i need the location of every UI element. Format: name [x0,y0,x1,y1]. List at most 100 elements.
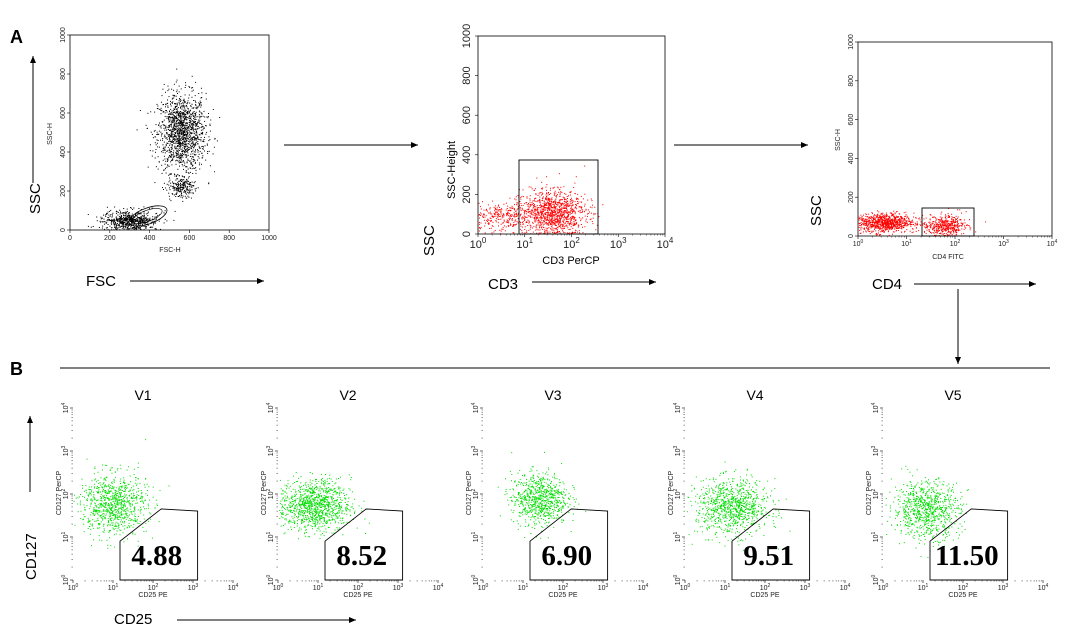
plot-fsc-ssc-point [202,155,204,157]
plot-cd3-point [551,221,553,223]
plot-cd3-point [516,204,518,206]
plot-cd4-point [880,221,882,223]
plot-fsc-ssc-point [147,224,149,226]
plot-fsc-ssc-point [171,88,173,90]
plot-cd4-point [865,224,866,226]
plot-cd3-point [573,218,575,220]
plot-fsc-ssc-point [181,138,183,140]
plot-fsc-ssc-point [178,139,180,141]
plot-cd4-point [940,225,941,227]
plot-cd4-point [859,233,861,234]
plot-cd3-y-tick-label: 800 [461,66,473,84]
plot-fsc-ssc-point [171,164,173,166]
plot-fsc-ssc-point [179,144,181,146]
plot-fsc-ssc-point [122,223,124,225]
plot-cd4-point [873,224,875,226]
plot-cd3-point [537,200,539,202]
plot-cd4-point [901,220,903,222]
plot-fsc-ssc-point [193,131,195,133]
plot-fsc-ssc-point [172,159,174,161]
plot-cd3-point [502,228,504,230]
plot-fsc-ssc-point [176,159,178,161]
plot-cd4-point [920,225,922,227]
plot-fsc-ssc-point [185,124,187,126]
plot-cd3-point [587,213,589,215]
plot-fsc-ssc-point [135,226,137,228]
plot-cd3-point [503,220,505,222]
plot-fsc-ssc-point [175,122,177,124]
plot-cd4-point [895,216,897,218]
plot-fsc-ssc-point [170,136,172,138]
plot-cd3-point [567,200,569,202]
plot-fsc-ssc-point [116,225,117,227]
plot-cd3-point [596,224,598,226]
plot-cd3-x-tick-label: 103 [610,236,627,251]
plot-fsc-ssc-point [161,133,163,135]
plot-fsc-ssc-point [186,125,188,127]
plot-cd4-point [915,223,917,225]
plot-fsc-ssc-point [182,187,184,189]
plot-cd3-point [571,200,573,202]
plot-cd3-point [560,222,562,224]
plot-cd3-point [544,204,546,206]
plot-cd3-point [543,210,545,212]
plot-fsc-ssc-point [128,215,130,217]
plot-fsc-ssc-point [188,193,190,195]
plot-cd3-point [478,227,480,228]
plot-fsc-ssc-point [168,138,170,139]
plot-cd4-point [952,220,954,222]
plot-fsc-ssc-point [183,119,185,121]
plot-cd4-point [946,221,948,223]
plot-fsc-ssc-point [182,106,184,108]
plot-cd4-point [902,223,904,225]
plot-fsc-ssc-point [105,222,107,224]
plot-fsc-ssc-point [173,128,175,129]
plot-fsc-ssc-y-title: SSC-H [47,123,54,145]
plot-fsc-ssc-point [172,110,174,112]
plot-cd3-point [561,192,563,193]
plot-fsc-ssc-point [180,128,182,130]
plot-fsc-ssc-point [178,149,180,151]
plot-fsc-ssc-point [192,138,194,140]
plot-fsc-ssc-point [179,161,181,163]
plot-fsc-ssc-point [179,132,181,134]
plot-cd4-point [858,218,860,220]
plot-cd3-point [536,217,538,219]
plot-cd4-point [938,220,940,222]
plot-cd4-point [885,227,887,229]
plot-fsc-ssc-point [190,121,192,122]
plot-cd3-point [570,207,572,209]
plot-fsc-ssc-point [103,214,104,216]
plot-fsc-ssc-point [108,214,110,216]
plot-fsc-ssc-point [188,136,190,138]
plot-cd4-point [892,231,894,233]
plot-fsc-ssc-point [168,127,170,128]
plot-cd3-point [529,224,531,226]
plot-cd3-point [557,231,558,233]
plot-cd4-point [897,223,899,225]
plot-cd3-point [515,223,517,225]
plot-cd3-point [537,208,539,210]
plot-fsc-ssc-point [158,146,160,148]
plot-cd4-point [951,234,953,236]
plot-fsc-ssc-point [131,213,133,215]
plot-cd3-point [550,218,552,220]
plot-cd3-point [507,211,509,213]
plot-fsc-ssc-point [216,140,218,142]
plot-cd4-point [875,233,877,235]
plot-fsc-ssc-point [123,218,125,220]
plot-cd3-point [574,182,576,184]
plot-cd4-point [956,229,958,230]
plot-fsc-ssc-point [185,118,187,120]
plot-fsc-ssc-point [174,135,176,137]
plot-fsc-ssc-point [182,135,184,137]
plot-cd3-point [558,211,560,213]
plot-cd4-point [943,221,945,223]
plot-fsc-ssc-point [161,151,162,153]
plot-fsc-ssc-point [195,149,196,151]
plot-cd4-point [941,233,943,235]
plot-cd3-point [579,217,581,219]
plot-cd3-point [491,232,493,234]
plot-cd3-point [559,220,561,222]
plot-cd3-point [538,214,540,216]
